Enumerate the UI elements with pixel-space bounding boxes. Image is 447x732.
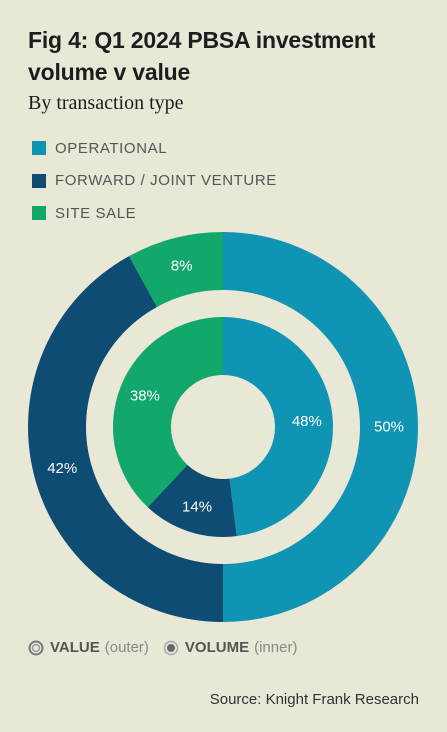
outer-label-operational: 50% <box>374 419 404 436</box>
value-key-note: (outer) <box>104 639 149 656</box>
outer-slice-forward <box>27 256 223 622</box>
legend-label-forward: FORWARD / JOINT VENTURE <box>55 172 277 190</box>
legend-item-site-sale: SITE SALE <box>32 197 277 230</box>
volume-key-note: (inner) <box>254 639 298 656</box>
ring-legend: VALUE (outer) VOLUME (inner) <box>28 639 311 656</box>
legend-label-operational: OPERATIONAL <box>55 139 168 157</box>
outer-ring-icon <box>28 640 44 655</box>
outer-label-forward: 42% <box>47 460 77 477</box>
source-note: Source: Knight Frank Research <box>209 691 419 708</box>
outer-slice-operational <box>223 232 418 622</box>
legend-item-forward: FORWARD / JOINT VENTURE <box>32 165 277 198</box>
legend-swatch-site-sale <box>32 206 46 221</box>
value-key-label: VALUE <box>50 639 100 656</box>
outer-slice-site-sale <box>129 232 223 307</box>
chart-title: Fig 4: Q1 2024 PBSA investment volume v … <box>28 27 376 85</box>
legend-label-site-sale: SITE SALE <box>55 204 137 222</box>
inner-label-operational: 48% <box>292 413 322 430</box>
inner-label-site-sale: 38% <box>130 388 160 405</box>
legend-swatch-forward <box>32 173 46 188</box>
inner-slice-forward <box>147 464 237 538</box>
legend-item-operational: OPERATIONAL <box>32 132 277 165</box>
inner-slice-site-sale <box>112 317 223 508</box>
chart-subtitle: By transaction type <box>28 92 184 114</box>
volume-key-label: VOLUME <box>184 639 250 656</box>
outer-label-site-sale: 8% <box>171 258 193 275</box>
legend-swatch-operational <box>32 141 46 156</box>
inner-label-forward: 14% <box>182 498 212 515</box>
inner-ring-icon <box>163 640 179 655</box>
legend: OPERATIONAL FORWARD / JOINT VENTURE SITE… <box>32 132 277 230</box>
inner-slice-operational <box>223 317 334 537</box>
